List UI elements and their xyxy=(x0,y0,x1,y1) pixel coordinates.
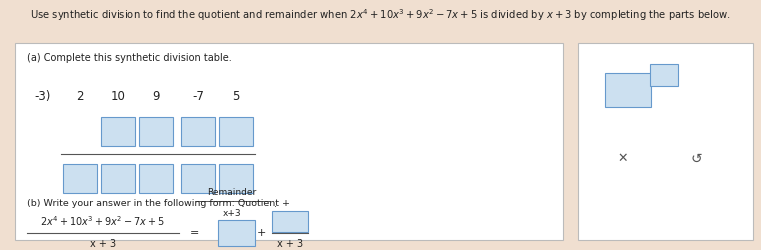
Text: ✕: ✕ xyxy=(617,152,628,165)
Text: .: . xyxy=(274,199,277,209)
Text: +: + xyxy=(257,228,266,238)
FancyBboxPatch shape xyxy=(139,164,173,193)
Text: $2x^4 + 10x^3 + 9x^2 - 7x + 5$: $2x^4 + 10x^3 + 9x^2 - 7x + 5$ xyxy=(40,214,165,228)
Text: -7: -7 xyxy=(192,90,204,103)
FancyBboxPatch shape xyxy=(181,117,215,146)
FancyBboxPatch shape xyxy=(219,164,253,193)
FancyBboxPatch shape xyxy=(272,210,308,232)
FancyBboxPatch shape xyxy=(139,117,173,146)
Text: Use synthetic division to find the quotient and remainder when $2x^4 + 10x^3 + 9: Use synthetic division to find the quoti… xyxy=(30,8,731,23)
Text: =: = xyxy=(189,228,199,238)
FancyBboxPatch shape xyxy=(181,164,215,193)
Text: 2: 2 xyxy=(76,90,84,103)
Text: -3): -3) xyxy=(34,90,51,103)
Text: ↺: ↺ xyxy=(690,152,702,166)
Text: x + 3: x + 3 xyxy=(277,239,303,249)
FancyBboxPatch shape xyxy=(219,117,253,146)
FancyBboxPatch shape xyxy=(605,73,651,107)
FancyBboxPatch shape xyxy=(63,164,97,193)
Text: 5: 5 xyxy=(232,90,240,103)
FancyBboxPatch shape xyxy=(218,220,255,246)
Text: (a) Complete this synthetic division table.: (a) Complete this synthetic division tab… xyxy=(27,52,231,62)
Text: 9: 9 xyxy=(152,90,160,103)
Text: 10: 10 xyxy=(110,90,126,103)
FancyBboxPatch shape xyxy=(578,42,753,240)
FancyBboxPatch shape xyxy=(15,42,563,240)
FancyBboxPatch shape xyxy=(101,117,135,146)
Text: (b) Write your answer in the following form: Quotient +: (b) Write your answer in the following f… xyxy=(27,199,290,208)
FancyBboxPatch shape xyxy=(101,164,135,193)
Text: x+3: x+3 xyxy=(223,209,241,218)
Text: x + 3: x + 3 xyxy=(90,239,116,249)
Text: Remainder: Remainder xyxy=(208,188,256,197)
FancyBboxPatch shape xyxy=(650,64,677,86)
